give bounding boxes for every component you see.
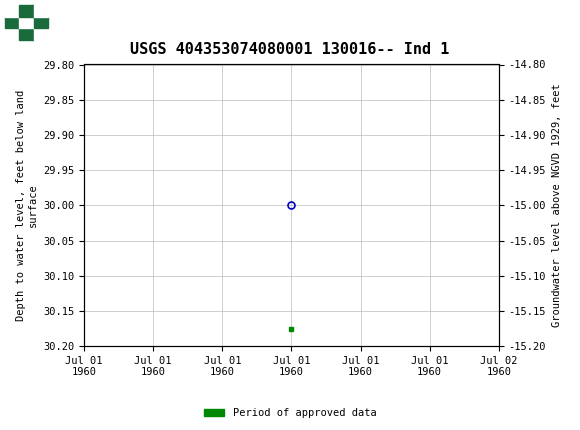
Bar xyxy=(34,6,48,17)
Bar xyxy=(19,6,34,17)
Bar xyxy=(5,6,48,40)
Text: USGS: USGS xyxy=(55,12,115,31)
Bar xyxy=(34,17,48,28)
Bar xyxy=(5,17,19,28)
Y-axis label: Groundwater level above NGVD 1929, feet: Groundwater level above NGVD 1929, feet xyxy=(552,83,561,327)
Legend: Period of approved data: Period of approved data xyxy=(200,404,380,423)
Y-axis label: Depth to water level, feet below land
surface: Depth to water level, feet below land su… xyxy=(16,90,38,321)
Bar xyxy=(5,28,19,40)
Bar xyxy=(5,6,19,17)
Bar xyxy=(19,28,34,40)
Bar xyxy=(34,28,48,40)
Bar xyxy=(19,17,34,28)
Text: USGS 404353074080001 130016-- Ind 1: USGS 404353074080001 130016-- Ind 1 xyxy=(130,42,450,57)
